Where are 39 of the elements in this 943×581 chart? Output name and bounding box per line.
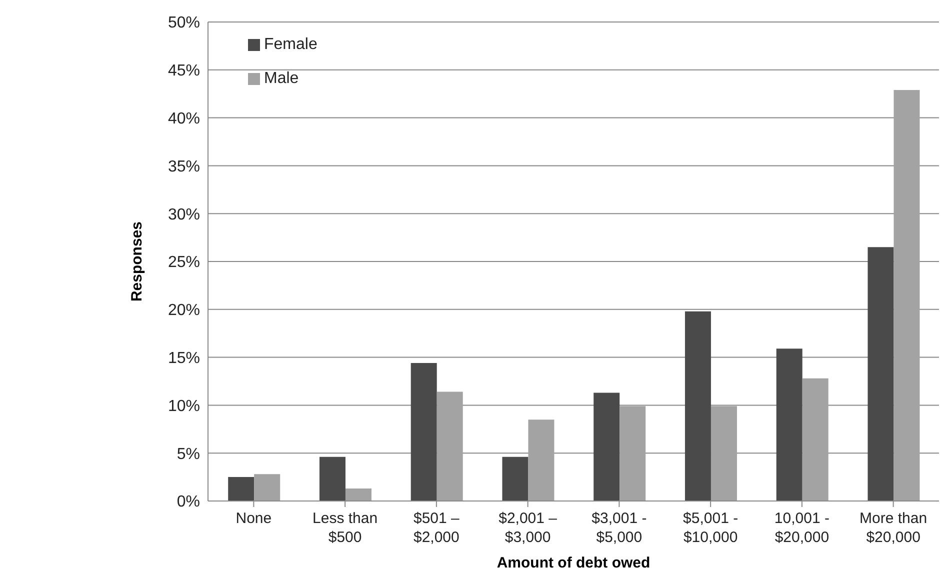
y-tick-label: 20%: [168, 302, 200, 320]
bar: [868, 247, 894, 501]
x-tick-label: $3,001 - $5,000: [592, 510, 647, 546]
bar: [802, 378, 828, 501]
bar: [228, 477, 254, 501]
x-tick-label: $501 – $2,000: [413, 510, 460, 546]
legend-label: Female: [264, 36, 318, 53]
bar: [528, 420, 554, 501]
y-tick-label: 25%: [168, 254, 200, 272]
y-tick-label: 45%: [168, 62, 200, 80]
y-tick-label: 50%: [168, 14, 200, 32]
bar: [254, 474, 280, 501]
y-tick-label: 30%: [168, 206, 200, 224]
bar: [620, 406, 646, 501]
y-tick-label: 10%: [168, 398, 200, 415]
bar: [710, 406, 737, 501]
x-axis-title: Amount of debt owed: [496, 554, 650, 572]
x-tick-label: More than $20,000: [860, 510, 928, 546]
bar: [684, 311, 711, 501]
bar: [436, 392, 463, 501]
bar: [345, 488, 372, 501]
y-axis-title: Responses: [128, 221, 146, 302]
bar: [410, 363, 437, 501]
bar: [594, 392, 620, 501]
bar: [502, 456, 528, 501]
x-tick-label: $2,001 – $3,000: [498, 510, 558, 546]
bar: [776, 348, 802, 501]
x-tick-label: None: [236, 510, 272, 527]
y-tick-label: 40%: [168, 110, 200, 128]
y-tick-label: 5%: [176, 446, 200, 463]
x-tick-label: Less than $500: [312, 510, 378, 546]
x-tick-label: 10,001 - $20,000: [774, 510, 830, 546]
bar: [894, 90, 920, 501]
y-tick-label: 35%: [168, 158, 200, 176]
legend-label: Male: [264, 70, 299, 87]
x-tick-label: $5,001 - $10,000: [683, 510, 738, 546]
y-tick-label: 15%: [168, 350, 200, 367]
bar: [319, 456, 346, 501]
y-tick-label: 0%: [176, 494, 200, 511]
